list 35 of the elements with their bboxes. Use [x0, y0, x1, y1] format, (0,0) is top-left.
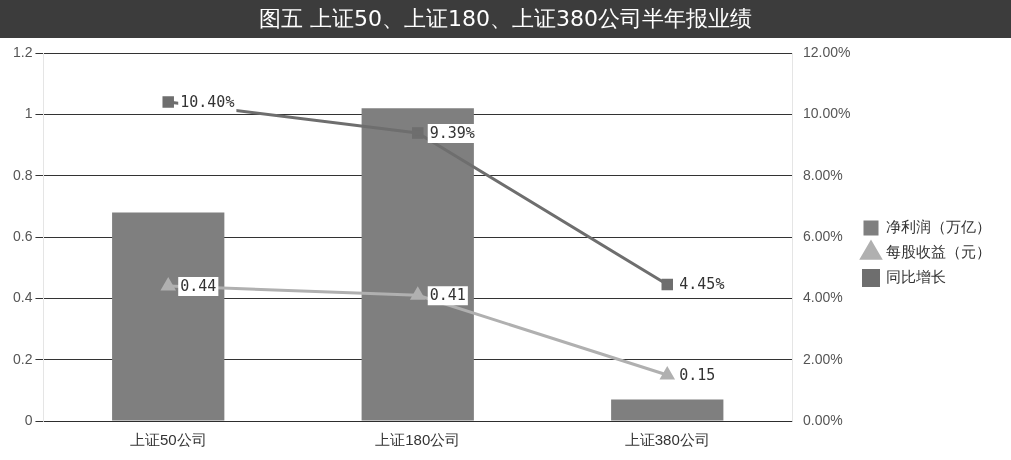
y-tick-label: 0.6 [12, 227, 33, 244]
bar [611, 399, 724, 421]
y2-tick-label: 12.00% [803, 43, 851, 60]
y2-tick-label: 2.00% [803, 350, 843, 367]
chart-title: 图五 上证50、上证180、上证380公司半年报业绩 [0, 0, 1011, 38]
y2-tick-label: 6.00% [803, 227, 843, 244]
point [411, 287, 425, 300]
y2-tick-label: 0.00% [803, 411, 843, 428]
x-tick-label: 上证50公司 [129, 431, 207, 449]
data-label: 9.39% [429, 123, 475, 142]
point [162, 96, 174, 108]
legend-label: 净利润（万亿） [886, 218, 991, 236]
data-label: 10.40% [180, 92, 235, 111]
x-tick-label: 上证180公司 [375, 431, 461, 449]
y-tick-label: 0.8 [12, 166, 33, 183]
y2-tick-label: 8.00% [803, 166, 843, 183]
data-label: 0.15 [679, 365, 716, 384]
data-label: 4.45% [679, 275, 725, 294]
data-label: 0.41 [429, 286, 466, 305]
point [661, 278, 673, 291]
y2-tick-label: 4.00% [803, 289, 843, 306]
y-tick-label: 1 [24, 105, 33, 122]
data-label: 0.44 [180, 276, 217, 295]
point [660, 367, 674, 380]
y-tick-label: 0.4 [12, 289, 33, 306]
legend-label: 同比增长 [886, 268, 946, 286]
y-tick-label: 0 [24, 411, 33, 428]
y-tick-label: 0.2 [12, 350, 33, 367]
point [161, 278, 175, 291]
y2-tick-label: 10.00% [803, 105, 851, 122]
legend-label: 每股收益（元） [886, 243, 991, 261]
bar [112, 212, 225, 421]
x-tick-label: 上证380公司 [624, 431, 710, 449]
bar [361, 108, 474, 421]
y-tick-label: 1.2 [12, 43, 33, 60]
